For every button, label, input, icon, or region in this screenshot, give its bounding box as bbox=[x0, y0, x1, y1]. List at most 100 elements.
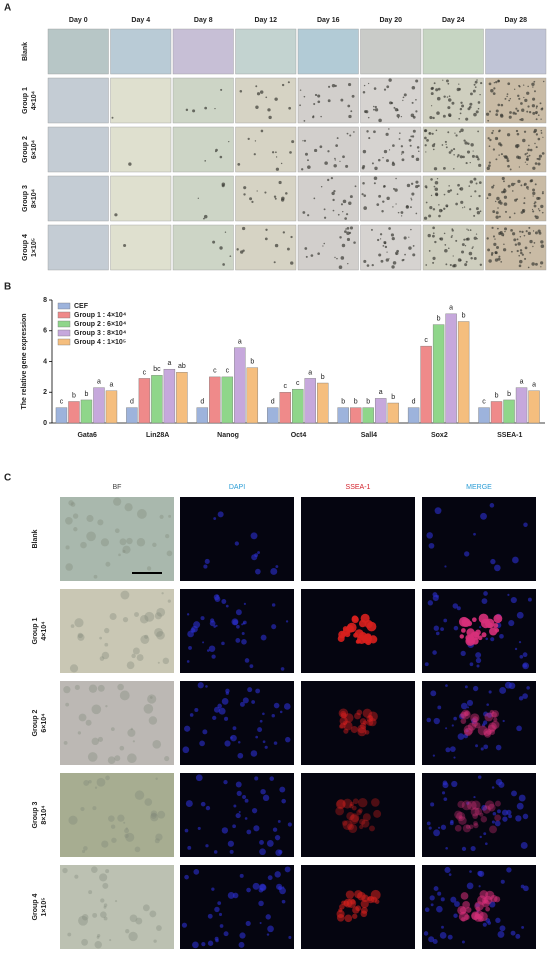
nucleus bbox=[233, 804, 237, 808]
nucleus bbox=[502, 816, 508, 822]
texture bbox=[105, 561, 111, 567]
cell bbox=[540, 240, 544, 244]
nucleus bbox=[477, 775, 482, 779]
cell bbox=[516, 198, 519, 201]
significance-letter: a bbox=[449, 305, 453, 312]
cell bbox=[304, 152, 308, 156]
texture bbox=[135, 917, 143, 925]
texture bbox=[65, 516, 73, 525]
cell bbox=[433, 82, 436, 85]
cell bbox=[241, 226, 246, 231]
nucleus bbox=[437, 826, 441, 829]
cell bbox=[527, 105, 530, 108]
nucleus bbox=[241, 632, 245, 636]
texture bbox=[91, 866, 98, 873]
cell bbox=[299, 104, 301, 107]
nucleus bbox=[249, 664, 254, 669]
cell bbox=[212, 240, 216, 244]
signal bbox=[356, 638, 362, 644]
nucleus bbox=[230, 734, 237, 742]
texture bbox=[97, 519, 104, 526]
cell bbox=[394, 188, 398, 192]
bar bbox=[407, 407, 420, 424]
nucleus bbox=[482, 922, 487, 927]
texture bbox=[124, 833, 129, 839]
column-header: Day 24 bbox=[442, 17, 465, 24]
nucleus bbox=[208, 645, 216, 652]
cell bbox=[425, 151, 427, 153]
nucleus bbox=[205, 685, 208, 688]
nucleus bbox=[217, 703, 222, 709]
texture bbox=[109, 939, 112, 942]
signal bbox=[368, 711, 378, 722]
cell bbox=[457, 258, 462, 262]
signal bbox=[471, 800, 481, 810]
signal bbox=[483, 730, 492, 738]
signal bbox=[463, 711, 469, 717]
nucleus bbox=[190, 628, 196, 633]
texture bbox=[114, 755, 121, 762]
cell bbox=[472, 89, 476, 93]
cell bbox=[415, 180, 419, 184]
texture bbox=[77, 731, 82, 735]
nucleus bbox=[218, 912, 223, 916]
nucleus bbox=[271, 603, 276, 607]
micrograph bbox=[235, 28, 297, 75]
texture bbox=[96, 935, 100, 939]
cell bbox=[524, 246, 528, 250]
bar bbox=[337, 407, 349, 424]
cell bbox=[412, 245, 415, 247]
cell bbox=[362, 149, 367, 154]
signal bbox=[335, 799, 346, 810]
row-name: Group 1 bbox=[32, 617, 39, 644]
nucleus bbox=[279, 786, 286, 793]
signal bbox=[458, 815, 463, 820]
signal bbox=[350, 813, 360, 823]
nucleus bbox=[497, 930, 505, 938]
signal bbox=[362, 708, 372, 718]
cell bbox=[524, 257, 527, 260]
texture bbox=[154, 838, 160, 844]
cell bbox=[535, 112, 538, 115]
texture bbox=[136, 538, 146, 547]
signal bbox=[480, 816, 488, 823]
texture bbox=[159, 514, 164, 519]
nucleus bbox=[184, 828, 189, 833]
nucleus bbox=[461, 846, 467, 851]
cell bbox=[370, 228, 373, 231]
cell bbox=[506, 95, 508, 98]
cell bbox=[402, 96, 405, 99]
nucleus bbox=[514, 647, 518, 651]
row-label: Blank bbox=[22, 42, 29, 61]
texture bbox=[110, 824, 116, 829]
cell bbox=[432, 148, 435, 151]
cell bbox=[503, 202, 508, 206]
cell bbox=[448, 247, 450, 249]
cell bbox=[538, 154, 543, 158]
texture bbox=[149, 696, 153, 699]
cell bbox=[249, 197, 253, 201]
cell bbox=[534, 215, 537, 218]
cell bbox=[512, 232, 516, 236]
nucleus bbox=[520, 884, 525, 889]
cell bbox=[461, 104, 465, 108]
nucleus bbox=[205, 844, 209, 848]
cell bbox=[498, 142, 502, 146]
cell bbox=[273, 195, 277, 198]
cell bbox=[458, 130, 462, 133]
cell bbox=[362, 91, 366, 94]
signal bbox=[360, 613, 370, 623]
cell bbox=[539, 102, 542, 105]
nucleus bbox=[234, 541, 239, 546]
cell bbox=[501, 176, 505, 181]
column-header: Day 4 bbox=[131, 17, 150, 24]
row-label: Group 4 1×10⁵ bbox=[32, 893, 48, 920]
cell bbox=[416, 146, 420, 149]
cell bbox=[477, 157, 480, 161]
texture bbox=[81, 914, 89, 921]
x-tick-label: Sox2 bbox=[431, 432, 448, 439]
cell bbox=[478, 163, 482, 167]
cell bbox=[368, 137, 371, 140]
cell bbox=[307, 214, 310, 217]
